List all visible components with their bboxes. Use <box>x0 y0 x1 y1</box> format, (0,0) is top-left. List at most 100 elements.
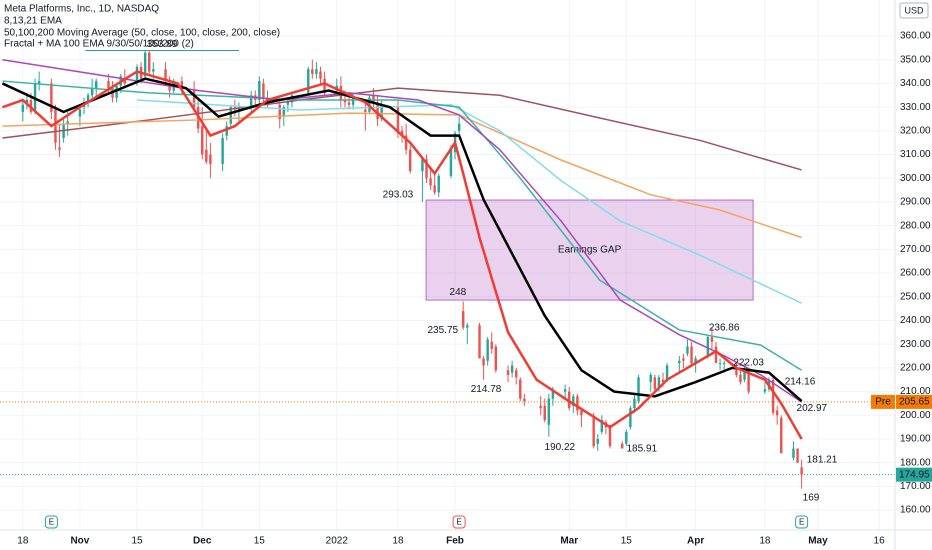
candle-body <box>315 69 318 74</box>
candle-body <box>425 159 428 179</box>
earnings-marker <box>795 515 809 529</box>
price-tag-label: Pre <box>875 397 891 408</box>
x-tick-label: Feb <box>446 536 464 547</box>
candle-body <box>800 467 803 475</box>
candle-body <box>563 389 567 392</box>
annotation-label: 222.03 <box>733 358 764 369</box>
candle-body <box>706 337 710 357</box>
candle-body <box>682 358 685 361</box>
candle-body <box>620 443 624 449</box>
candle-body <box>580 410 583 416</box>
annotation-label: 190.22 <box>545 442 576 453</box>
candle-body <box>600 420 604 432</box>
candle-body <box>135 66 139 82</box>
earnings-marker <box>452 515 466 529</box>
candle-body <box>433 185 436 193</box>
candle-body <box>629 408 632 428</box>
candle-body <box>478 325 481 359</box>
x-tick-label: 18 <box>17 536 29 547</box>
candle-body <box>690 346 693 364</box>
y-tick-label: 310.00 <box>900 149 931 160</box>
candle-body <box>143 52 147 77</box>
candle-body <box>380 104 383 119</box>
currency-label[interactable]: USD <box>904 5 924 15</box>
candle-body <box>115 85 118 98</box>
gap-box <box>425 199 754 301</box>
candle-body <box>625 431 628 444</box>
candle-body <box>192 90 196 108</box>
candle-body <box>164 69 167 82</box>
candle-body <box>107 81 110 89</box>
candle-body <box>506 370 510 375</box>
x-tick-label: 15 <box>131 536 143 547</box>
y-tick-label: 240.00 <box>900 315 931 326</box>
annotation-label: 236.86 <box>709 323 740 334</box>
candle-body <box>282 107 286 117</box>
earnings-marker <box>44 515 58 529</box>
candle-body <box>466 325 469 328</box>
candle-body <box>519 379 522 399</box>
y-tick-label: 280.00 <box>900 220 931 231</box>
candle-body <box>457 123 461 131</box>
indicator-line <box>2 112 802 239</box>
y-tick-label: 200.00 <box>900 410 931 421</box>
y-tick-label: 290.00 <box>900 197 931 208</box>
candle-body <box>592 417 595 447</box>
y-tick-label: 320.00 <box>900 125 931 136</box>
candle-body <box>449 147 453 176</box>
gap-box-label: Earnings GAP <box>558 245 622 256</box>
candle-body <box>608 427 612 447</box>
x-tick-label: 16 <box>874 536 886 547</box>
candle-body <box>286 102 290 105</box>
candle-body <box>66 121 69 124</box>
y-tick-label: 190.00 <box>900 434 931 445</box>
earnings-marker-label: E <box>49 518 54 527</box>
candle-body <box>258 81 261 101</box>
candle-body <box>372 95 375 103</box>
candle-body <box>404 135 408 150</box>
y-tick-label: 180.00 <box>900 457 931 468</box>
candle-body <box>37 81 41 84</box>
indicator-label: 50,100,200 Moving Average (50, close, 10… <box>4 28 280 39</box>
candle-body <box>123 78 126 84</box>
candle-body <box>225 126 228 136</box>
candle-body <box>152 69 155 72</box>
grid <box>0 0 895 530</box>
candle-body <box>665 365 669 380</box>
candle-body <box>743 370 746 380</box>
x-tick-label: 18 <box>392 536 404 547</box>
y-tick-label: 260.00 <box>900 268 931 279</box>
price-tag-label-box <box>871 394 895 409</box>
y-tick-label: 340.00 <box>900 78 931 89</box>
candle-body <box>633 398 636 409</box>
candle-body <box>86 95 90 103</box>
candle-body <box>490 341 493 349</box>
candle-body <box>201 126 204 155</box>
indicator-line <box>136 99 802 304</box>
candle-body <box>278 104 281 119</box>
indicator-line <box>2 80 803 371</box>
candle-body <box>311 69 314 74</box>
candle-body <box>319 71 322 79</box>
candle-body <box>576 396 579 411</box>
candle-body <box>539 405 542 409</box>
candle-body <box>323 78 326 93</box>
currency-badge[interactable] <box>899 2 929 19</box>
candle-body <box>148 52 151 72</box>
candle-body <box>396 107 400 134</box>
candle-body <box>718 363 722 365</box>
candle-body <box>421 159 424 172</box>
x-tick-label: Nov <box>70 536 89 547</box>
candle-body <box>58 147 61 150</box>
candle-body <box>180 81 184 89</box>
candle-body <box>596 438 599 444</box>
earnings-marker-label: E <box>456 518 461 527</box>
candle-body <box>364 109 367 112</box>
candle-body <box>649 374 652 383</box>
y-tick-label: 330.00 <box>900 102 931 113</box>
annotation-label: 185.91 <box>626 443 657 454</box>
annotation-label: 235.75 <box>428 325 459 336</box>
candle-body <box>735 370 738 375</box>
